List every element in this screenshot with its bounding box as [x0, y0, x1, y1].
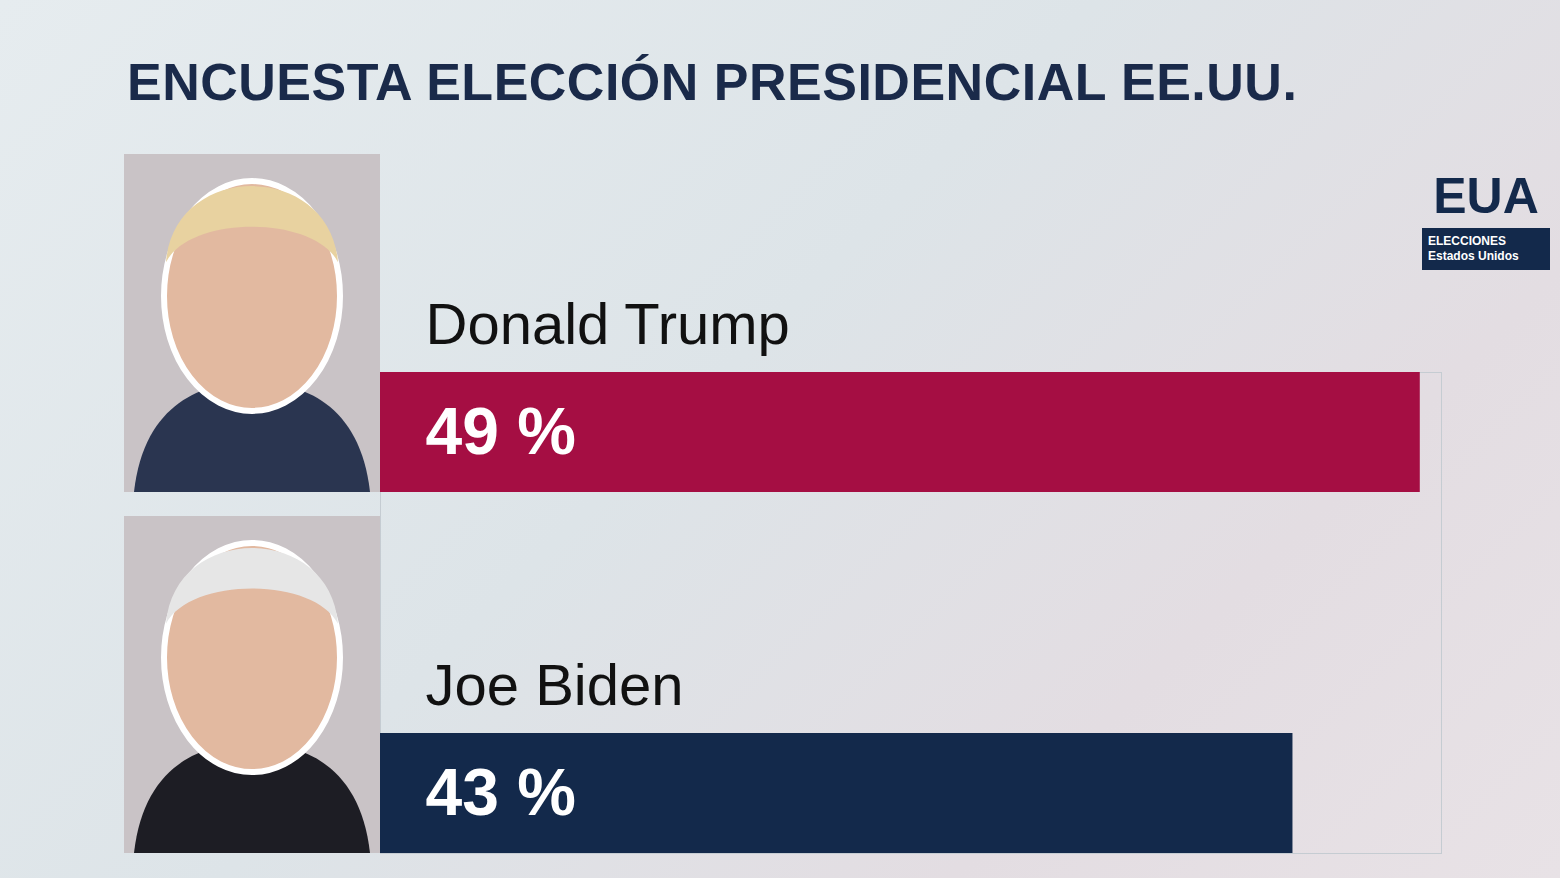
svg-text:Joe Biden: Joe Biden	[426, 652, 684, 717]
svg-text:Donald Trump: Donald Trump	[426, 291, 790, 356]
html-text:ENCUESTA ELECCIÓN PRESIDENCIAL: ENCUESTA ELECCIÓN PRESIDENCIAL EE.UU.	[127, 53, 1298, 111]
svg-text:43 %: 43 %	[426, 755, 576, 829]
html-text:ELECCIONES: ELECCIONES	[1428, 234, 1506, 248]
html-text:Estados Unidos: Estados Unidos	[1428, 249, 1519, 263]
svg-text:49 %: 49 %	[426, 394, 576, 468]
html-text:EUA: EUA	[1433, 168, 1539, 224]
